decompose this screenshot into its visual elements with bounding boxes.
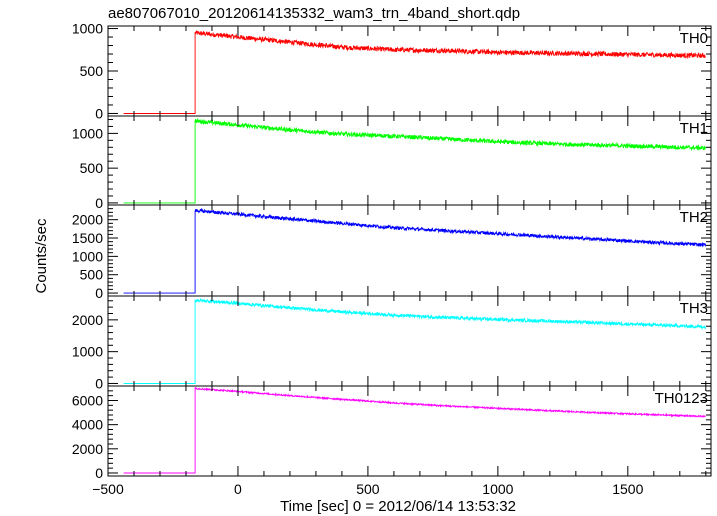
panel-th3: 0 1000 2000 TH3 (72, 295, 712, 391)
y-tick-label-th0123: 0 (95, 465, 103, 481)
panel-th2: 0 500 1000 1500 2000 TH2 (72, 204, 712, 301)
x-axis-label: Time [sec] 0 = 2012/06/14 13:53:32 (280, 498, 516, 515)
y-tick-label-th3: 1000 (72, 344, 103, 360)
x-tick-labels: −500 0 500 1000 1500 (92, 481, 643, 497)
series-label-th0123: TH0123 (655, 390, 708, 407)
panel-th1: 0 500 1000 TH1 (72, 115, 712, 211)
x-tick-label: 500 (356, 481, 380, 497)
chart-panels: 0 500 1000 TH0 0 500 1000 TH1 0 500 1000 1500 2000 TH… (72, 21, 712, 497)
x-tick-label: −500 (92, 481, 124, 497)
y-tick-label-th2: 1500 (72, 230, 103, 246)
y-tick-label-th0: 1000 (72, 21, 103, 37)
panel-frame-th0123 (107, 385, 712, 477)
series-label-th0: TH0 (680, 30, 708, 47)
y-tick-label-th2: 1000 (72, 248, 103, 264)
x-tick-label: 1500 (612, 481, 643, 497)
y-tick-label-th1: 0 (95, 195, 103, 211)
series-line-th1 (123, 117, 707, 204)
series-line-th0123 (123, 386, 706, 474)
y-tick-label-th1: 1000 (72, 125, 103, 141)
y-tick-label-th0123: 6000 (72, 392, 103, 408)
panel-th0: 0 500 1000 TH0 (72, 21, 712, 121)
panel-frame-th0 (107, 25, 712, 117)
y-tick-label-th0: 0 (95, 105, 103, 121)
y-tick-label-th2: 0 (95, 285, 103, 301)
x-tick-label: 1000 (482, 481, 513, 497)
panel-th0123: 0 2000 4000 6000 TH0123 (72, 385, 712, 481)
y-tick-label-th1: 500 (80, 160, 104, 176)
chart-title: ae807067010_20120614135332_wam3_trn_4ban… (108, 5, 520, 22)
panel-frame-th2 (107, 204, 712, 297)
x-tick-label: 0 (234, 481, 242, 497)
y-tick-label-th2: 500 (80, 267, 104, 283)
y-axis-label: Counts/sec (33, 218, 50, 294)
y-tick-label-th0123: 4000 (72, 417, 103, 433)
series-line-th3 (123, 297, 707, 384)
y-tick-label-th2: 2000 (72, 212, 103, 228)
panel-frame-th1 (107, 115, 712, 206)
series-label-th2: TH2 (680, 209, 708, 226)
y-tick-label-th0123: 2000 (72, 441, 103, 457)
series-label-th1: TH1 (680, 120, 708, 137)
series-line-th0 (123, 30, 706, 114)
y-tick-label-th3: 0 (95, 375, 103, 391)
y-tick-label-th3: 2000 (72, 312, 103, 328)
series-label-th3: TH3 (680, 300, 708, 317)
panel-frame-th3 (107, 295, 712, 387)
series-line-th2 (123, 207, 707, 294)
y-tick-label-th0: 500 (80, 63, 104, 79)
